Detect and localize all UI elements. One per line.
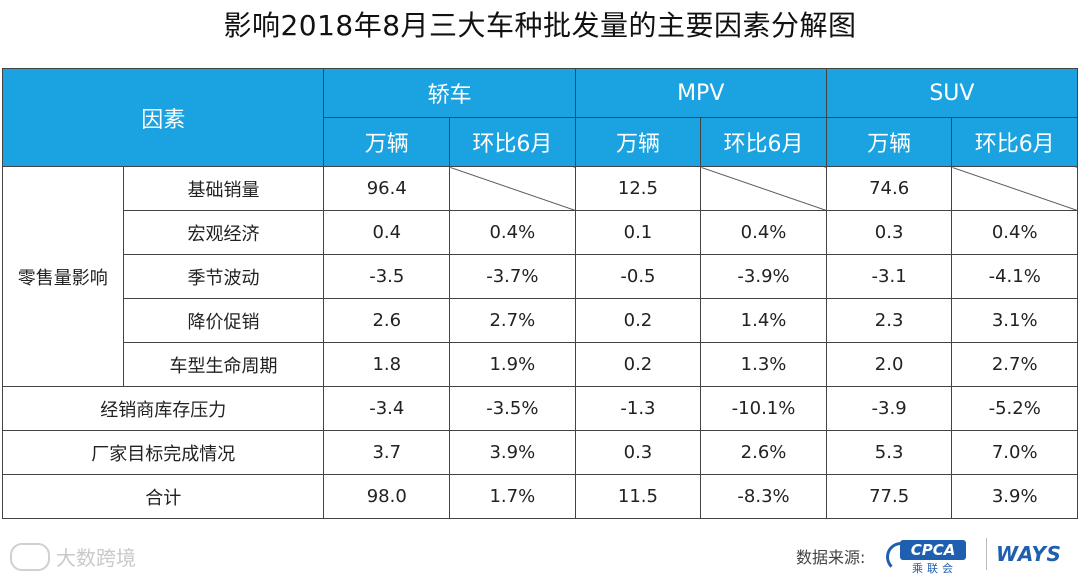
- empty-diagonal-cell: [700, 166, 827, 211]
- watermark-text: 大数跨境: [56, 546, 136, 570]
- table-body: 零售量影响 基础销量 96.4 12.5 74.6 宏观经济 0.4 0.4% 0.1 0.4% 0…: [1, 166, 1078, 519]
- cell-mom: 1.4%: [700, 298, 827, 343]
- row-label: 降价促销: [122, 298, 325, 343]
- cpca-sub-text: 乘联会: [912, 562, 957, 575]
- empty-diagonal-cell: [951, 166, 1078, 211]
- row-label: 经销商库存压力: [1, 386, 325, 431]
- cell-mom: 7.0%: [951, 430, 1078, 475]
- cell-mom: 1.3%: [700, 342, 827, 387]
- cell-mom: -3.5%: [449, 386, 576, 431]
- cell-units: 5.3: [825, 430, 953, 475]
- cell-units: 2.0: [825, 342, 953, 387]
- table-row: 降价促销 2.6 2.7% 0.2 1.4% 2.3 3.1%: [3, 298, 1078, 343]
- header-sub-mom: 环比6月: [951, 117, 1078, 167]
- cell-units: -1.3: [574, 386, 702, 431]
- cell-mom: 2.7%: [951, 342, 1078, 387]
- cell-mom: 3.9%: [449, 430, 576, 475]
- cell-units: 11.5: [574, 474, 702, 519]
- watermark-logo: 大数跨境: [10, 542, 136, 571]
- cell-units: 12.5: [574, 166, 702, 211]
- watermark-icon: [10, 542, 50, 571]
- cell-mom: -10.1%: [700, 386, 827, 431]
- cell-mom: -3.7%: [449, 254, 576, 299]
- row-label: 厂家目标完成情况: [1, 430, 325, 475]
- cell-units: -0.5: [574, 254, 702, 299]
- cpca-logo: CPCA 乘联会: [886, 538, 978, 575]
- cell-units: 96.4: [323, 166, 451, 211]
- cell-mom: 1.7%: [449, 474, 576, 519]
- table-row: 季节波动 -3.5 -3.7% -0.5 -3.9% -3.1 -4.1%: [3, 254, 1078, 299]
- cell-units: 3.7: [323, 430, 451, 475]
- source-label: 数据来源:: [796, 548, 866, 567]
- cell-units: 1.8: [323, 342, 451, 387]
- cell-units: -3.9: [825, 386, 953, 431]
- cell-units: 74.6: [825, 166, 953, 211]
- cell-units: -3.5: [323, 254, 451, 299]
- cell-mom: -8.3%: [700, 474, 827, 519]
- cell-mom: 1.9%: [449, 342, 576, 387]
- cell-units: 2.6: [323, 298, 451, 343]
- header-factor: 因素: [1, 68, 325, 167]
- row-label: 宏观经济: [122, 210, 325, 255]
- cell-units: 0.3: [825, 210, 953, 255]
- factor-table: 因素 轿车 MPV SUV 万辆 环比6月 万辆 环比6月 万辆 环比6月 零售…: [1, 68, 1079, 519]
- cell-mom: -4.1%: [951, 254, 1078, 299]
- header-group-sedan: 轿车: [323, 68, 576, 118]
- cell-units: 0.1: [574, 210, 702, 255]
- cell-mom: 0.4%: [700, 210, 827, 255]
- header-sub-mom: 环比6月: [449, 117, 576, 167]
- cell-units: 0.3: [574, 430, 702, 475]
- cell-mom: 3.1%: [951, 298, 1078, 343]
- cell-units: 98.0: [323, 474, 451, 519]
- header-sub-mom: 环比6月: [700, 117, 827, 167]
- ways-logo: WAYS: [996, 542, 1062, 566]
- cell-units: 0.4: [323, 210, 451, 255]
- header-group-mpv: MPV: [574, 68, 827, 118]
- group-label: 零售量影响: [2, 166, 124, 387]
- header-group-suv: SUV: [825, 68, 1079, 118]
- cell-units: -3.1: [825, 254, 953, 299]
- cpca-logo-text: CPCA: [900, 540, 966, 560]
- header-sub-units: 万辆: [825, 117, 953, 167]
- table-row: 车型生命周期 1.8 1.9% 0.2 1.3% 2.0 2.7%: [3, 342, 1078, 387]
- table-row: 合计 98.0 1.7% 11.5 -8.3% 77.5 3.9%: [1, 474, 1078, 519]
- empty-diagonal-cell: [449, 166, 576, 211]
- cell-units: 0.2: [574, 298, 702, 343]
- cell-mom: 2.7%: [449, 298, 576, 343]
- cell-mom: 0.4%: [449, 210, 576, 255]
- cell-mom: 3.9%: [951, 474, 1078, 519]
- table-row: 零售量影响 基础销量 96.4 12.5 74.6: [2, 166, 1078, 387]
- chart-title: 影响2018年8月三大车种批发量的主要因素分解图: [223, 9, 857, 42]
- header-sub-units: 万辆: [574, 117, 702, 167]
- table-row: 宏观经济 0.4 0.4% 0.1 0.4% 0.3 0.4%: [3, 210, 1078, 255]
- footer: 大数跨境 数据来源: CPCA 乘联会 WAYS: [0, 532, 1080, 579]
- logo-divider: [986, 538, 987, 570]
- cell-mom: 2.6%: [700, 430, 827, 475]
- table-row: 厂家目标完成情况 3.7 3.9% 0.3 2.6% 5.3 7.0%: [1, 430, 1078, 475]
- row-label: 基础销量: [122, 166, 325, 211]
- cell-units: 0.2: [574, 342, 702, 387]
- cell-mom: -3.9%: [700, 254, 827, 299]
- table-row: 经销商库存压力 -3.4 -3.5% -1.3 -10.1% -3.9 -5.2%: [1, 386, 1078, 431]
- header-sub-units: 万辆: [323, 117, 451, 167]
- cell-units: 77.5: [825, 474, 953, 519]
- row-label: 车型生命周期: [122, 342, 325, 387]
- cell-units: 2.3: [825, 298, 953, 343]
- cell-mom: 0.4%: [951, 210, 1078, 255]
- row-label: 合计: [1, 474, 325, 519]
- row-label: 季节波动: [122, 254, 325, 299]
- cell-units: -3.4: [323, 386, 451, 431]
- cell-mom: -5.2%: [951, 386, 1078, 431]
